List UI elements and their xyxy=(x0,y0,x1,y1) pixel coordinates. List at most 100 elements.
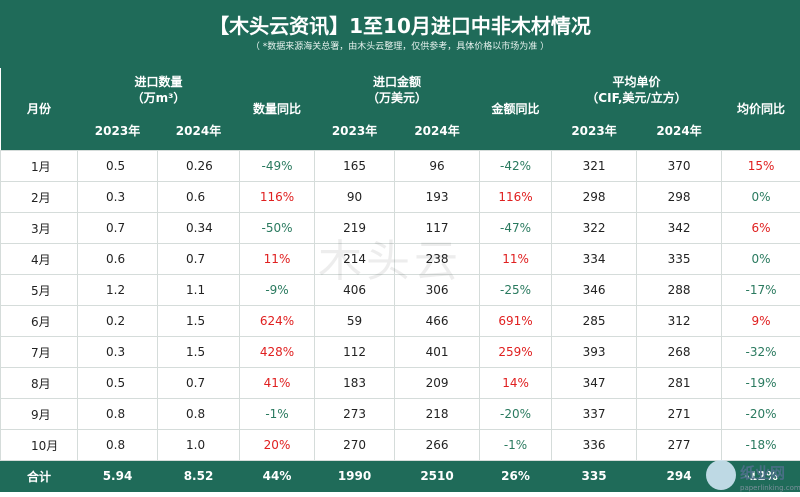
amount-2024-cell: 193 xyxy=(394,181,481,213)
price-yoy-cell: -32% xyxy=(721,336,800,368)
price-2024-cell: 288 xyxy=(636,274,723,306)
price-yoy-cell: 6% xyxy=(721,212,800,244)
header-price: 平均单价 （CIF,美元/立方） xyxy=(551,68,722,112)
qty-yoy-cell: 41% xyxy=(239,367,316,399)
price-2023-cell: 285 xyxy=(551,305,638,337)
total-row: 合计 5.94 8.52 44% 1990 2510 26% 335 294 -… xyxy=(0,460,800,492)
price-2024-cell: 298 xyxy=(636,181,723,213)
month-cell: 6月 xyxy=(0,305,78,337)
qty-2024-cell: 1.0 xyxy=(156,429,241,461)
qty-2023-cell: 0.5 xyxy=(77,150,158,182)
qty-yoy-cell: 428% xyxy=(239,336,316,368)
qty-2023-cell: 1.2 xyxy=(77,274,158,306)
logo-icon xyxy=(706,460,736,490)
price-2024-cell: 268 xyxy=(636,336,723,368)
qty-2024-cell: 1.5 xyxy=(156,336,241,368)
total-qty-2023: 5.94 xyxy=(77,460,158,492)
amount-yoy-cell: 116% xyxy=(479,181,553,213)
price-yoy-cell: -20% xyxy=(721,398,800,430)
page-subtitle: （ *数据来源海关总署，由木头云整理，仅供参考，具体价格以市场为准 ） xyxy=(250,42,550,52)
qty-yoy-cell: -1% xyxy=(239,398,316,430)
table-row: 10月 0.8 1.0 20% 270 266 -1% 336 277 -18% xyxy=(0,429,800,461)
header-amount: 进口金额 （万美元） xyxy=(314,68,480,112)
header-year-2024: 2024年 xyxy=(157,112,240,151)
qty-2024-cell: 1.1 xyxy=(156,274,241,306)
price-2024-cell: 281 xyxy=(636,367,723,399)
amount-2023-cell: 214 xyxy=(314,243,396,275)
amount-2024-cell: 401 xyxy=(394,336,481,368)
amount-2023-cell: 270 xyxy=(314,429,396,461)
qty-yoy-cell: 624% xyxy=(239,305,316,337)
price-2023-cell: 336 xyxy=(551,429,638,461)
table-row: 6月 0.2 1.5 624% 59 466 691% 285 312 9% xyxy=(0,305,800,337)
price-2023-cell: 346 xyxy=(551,274,638,306)
price-yoy-cell: 9% xyxy=(721,305,800,337)
amount-2023-cell: 112 xyxy=(314,336,396,368)
month-cell: 8月 xyxy=(0,367,78,399)
amount-yoy-cell: -25% xyxy=(479,274,553,306)
month-cell: 5月 xyxy=(0,274,78,306)
amount-yoy-cell: -42% xyxy=(479,150,553,182)
amount-2024-cell: 266 xyxy=(394,429,481,461)
total-label: 合计 xyxy=(0,460,78,492)
amount-2023-cell: 273 xyxy=(314,398,396,430)
header-year-2024: 2024年 xyxy=(394,112,480,151)
amount-2024-cell: 209 xyxy=(394,367,481,399)
table-row: 5月 1.2 1.1 -9% 406 306 -25% 346 288 -17% xyxy=(0,274,800,306)
title-bar: 【木头云资讯】1至10月进口中非木材情况 （ *数据来源海关总署，由木头云整理，… xyxy=(0,0,800,68)
corner-logo: 纸业网 paperlinking.com xyxy=(700,458,800,497)
amount-2024-cell: 238 xyxy=(394,243,481,275)
price-2023-cell: 337 xyxy=(551,398,638,430)
price-2024-cell: 271 xyxy=(636,398,723,430)
month-cell: 4月 xyxy=(0,243,78,275)
price-2023-cell: 321 xyxy=(551,150,638,182)
price-2024-cell: 335 xyxy=(636,243,723,275)
total-qty-2024: 8.52 xyxy=(156,460,241,492)
qty-2023-cell: 0.5 xyxy=(77,367,158,399)
price-2024-cell: 277 xyxy=(636,429,723,461)
amount-2023-cell: 219 xyxy=(314,212,396,244)
price-2024-cell: 370 xyxy=(636,150,723,182)
amount-yoy-cell: 259% xyxy=(479,336,553,368)
price-2024-cell: 342 xyxy=(636,212,723,244)
price-2023-cell: 298 xyxy=(551,181,638,213)
qty-2023-cell: 0.8 xyxy=(77,429,158,461)
month-cell: 9月 xyxy=(0,398,78,430)
amount-2023-cell: 183 xyxy=(314,367,396,399)
qty-yoy-cell: -9% xyxy=(239,274,316,306)
qty-2023-cell: 0.6 xyxy=(77,243,158,275)
amount-2023-cell: 165 xyxy=(314,150,396,182)
amount-yoy-cell: 691% xyxy=(479,305,553,337)
amount-yoy-cell: 11% xyxy=(479,243,553,275)
header-year-2023: 2023年 xyxy=(551,112,637,151)
header-year-2023: 2023年 xyxy=(77,112,158,151)
price-2023-cell: 393 xyxy=(551,336,638,368)
table-row: 9月 0.8 0.8 -1% 273 218 -20% 337 271 -20% xyxy=(0,398,800,430)
header-month: 月份 xyxy=(0,68,78,151)
amount-2024-cell: 117 xyxy=(394,212,481,244)
price-yoy-cell: -17% xyxy=(721,274,800,306)
header-year-2023: 2023年 xyxy=(314,112,395,151)
amount-2023-cell: 406 xyxy=(314,274,396,306)
qty-2024-cell: 1.5 xyxy=(156,305,241,337)
qty-yoy-cell: 116% xyxy=(239,181,316,213)
price-yoy-cell: 15% xyxy=(721,150,800,182)
price-2024-cell: 312 xyxy=(636,305,723,337)
qty-2024-cell: 0.34 xyxy=(156,212,241,244)
table-body: 1月 0.5 0.26 -49% 165 96 -42% 321 370 15% 2月 0.3 0.6 1… xyxy=(0,150,800,461)
logo-text: 纸业网 xyxy=(740,464,786,482)
logo-small: paperlinking.com xyxy=(740,484,800,492)
header-amount-yoy: 金额同比 xyxy=(479,68,552,151)
amount-yoy-cell: 14% xyxy=(479,367,553,399)
amount-2024-cell: 466 xyxy=(394,305,481,337)
table-row: 8月 0.5 0.7 41% 183 209 14% 347 281 -19% xyxy=(0,367,800,399)
price-yoy-cell: 0% xyxy=(721,243,800,275)
qty-2024-cell: 0.7 xyxy=(156,367,241,399)
header-year-2024: 2024年 xyxy=(636,112,722,151)
amount-yoy-cell: -20% xyxy=(479,398,553,430)
qty-2023-cell: 0.3 xyxy=(77,181,158,213)
price-2023-cell: 347 xyxy=(551,367,638,399)
price-2023-cell: 322 xyxy=(551,212,638,244)
qty-yoy-cell: -50% xyxy=(239,212,316,244)
